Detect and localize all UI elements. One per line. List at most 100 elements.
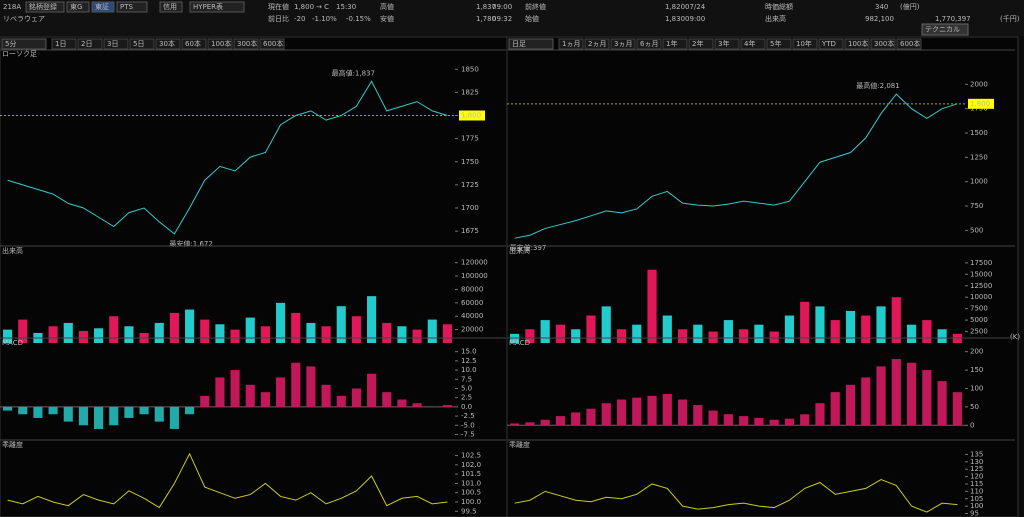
period[interactable]: 100本 <box>848 39 868 48</box>
period-button[interactable] <box>558 38 584 50</box>
volume-bar <box>442 324 452 343</box>
period-button[interactable] <box>233 38 259 50</box>
current-box <box>459 110 485 121</box>
period-button[interactable] <box>688 38 714 50</box>
macd-bar <box>754 417 764 426</box>
period-button[interactable] <box>870 38 896 50</box>
button[interactable] <box>25 1 65 13</box>
interval-select[interactable] <box>1 38 47 50</box>
macd-bar <box>769 419 779 426</box>
period-button[interactable] <box>818 38 844 50</box>
button[interactable] <box>159 1 183 13</box>
macd-bar <box>276 377 286 407</box>
period-button[interactable] <box>103 38 129 50</box>
interval[interactable]: 日足 <box>512 40 526 48</box>
volume-bar <box>861 315 871 343</box>
period-button[interactable] <box>77 38 103 50</box>
period-button[interactable] <box>129 38 155 50</box>
macd-bar <box>367 373 377 407</box>
macd-bar <box>800 414 810 426</box>
button-label[interactable]: 信用 <box>163 2 177 11</box>
period-button[interactable] <box>766 38 792 50</box>
tech-tab-label[interactable]: テクニカル <box>925 26 960 34</box>
macd-bar <box>510 423 520 426</box>
period-button[interactable] <box>155 38 181 50</box>
period[interactable]: 5年 <box>770 39 781 48</box>
button[interactable] <box>66 1 90 13</box>
quote-label: 前日比 <box>268 14 289 23</box>
tick-label: 50 <box>970 403 979 411</box>
period[interactable]: 1ヵ月 <box>562 40 580 48</box>
period[interactable]: 300本 <box>874 39 894 48</box>
period[interactable]: YTD <box>821 40 836 48</box>
button[interactable] <box>91 1 115 13</box>
period-button[interactable] <box>844 38 870 50</box>
button[interactable] <box>189 1 245 13</box>
quote-label: 出来高 <box>765 14 786 23</box>
button-label[interactable]: 銘柄登録 <box>29 2 57 11</box>
tick-label: 1725 <box>461 181 479 189</box>
period-button[interactable] <box>740 38 766 50</box>
low-label: 最安値:397 <box>510 243 547 252</box>
tick-label: 12.5 <box>461 357 477 365</box>
volume-bar <box>276 302 286 343</box>
quote-value: 1,770,397 <box>935 15 971 23</box>
volume-bar <box>754 324 764 343</box>
button-label[interactable]: 東証 <box>95 2 109 11</box>
button-label[interactable]: PTS <box>120 3 133 11</box>
period[interactable]: 100本 <box>211 39 231 48</box>
period-button[interactable] <box>181 38 207 50</box>
volume-bar <box>427 319 437 343</box>
button-label[interactable]: 東G <box>70 2 82 11</box>
pane-title: MACD <box>509 339 530 347</box>
macd-bar <box>18 406 28 415</box>
period[interactable]: 1年 <box>666 39 677 48</box>
current-label: 1,800 <box>970 100 990 108</box>
quote-value: 07/24 <box>685 3 706 11</box>
period-button[interactable] <box>636 38 662 50</box>
period[interactable]: 300本 <box>237 39 257 48</box>
button[interactable] <box>116 1 148 13</box>
volume-bar <box>586 315 596 343</box>
period[interactable]: 30本 <box>159 39 175 48</box>
period-button[interactable] <box>896 38 922 50</box>
period[interactable]: 2日 <box>81 40 92 48</box>
period-button[interactable] <box>51 38 77 50</box>
period-button[interactable] <box>584 38 610 50</box>
quote-label: 時価総額 <box>765 2 793 11</box>
chart-style: ローソク足 <box>2 50 37 58</box>
period-button[interactable] <box>207 38 233 50</box>
period[interactable]: 3ヵ月 <box>614 40 632 48</box>
period-button[interactable] <box>714 38 740 50</box>
period-button[interactable] <box>610 38 636 50</box>
period[interactable]: 600本 <box>263 39 283 48</box>
period-button[interactable] <box>259 38 285 50</box>
tech-tab[interactable] <box>921 23 969 36</box>
period[interactable]: 4年 <box>744 39 755 48</box>
tick-label: 100 <box>970 502 983 510</box>
period[interactable]: 1日 <box>55 40 66 48</box>
period[interactable]: 60本 <box>185 39 201 48</box>
period[interactable]: 10年 <box>796 39 812 48</box>
interval-select[interactable] <box>508 38 554 50</box>
quote-label: 始値 <box>525 14 539 23</box>
period-button[interactable] <box>792 38 818 50</box>
quote-value: 09:00 <box>685 15 705 23</box>
period[interactable]: 5日 <box>133 40 144 48</box>
period[interactable]: 600本 <box>900 39 920 48</box>
volume-bar <box>397 326 407 343</box>
period-button[interactable] <box>662 38 688 50</box>
quote-value: → C <box>316 3 329 11</box>
macd-bar <box>442 405 452 407</box>
tick-label: 1675 <box>461 227 479 235</box>
tick-label: 40000 <box>461 312 483 320</box>
period[interactable]: 3日 <box>107 40 118 48</box>
button-label[interactable]: HYPER表 <box>193 2 223 11</box>
interval[interactable]: 5分 <box>5 39 16 48</box>
period[interactable]: 2ヵ月 <box>588 40 606 48</box>
tick-label: 102.5 <box>461 452 481 460</box>
period[interactable]: 2年 <box>692 39 703 48</box>
tick-label: 5.0 <box>461 384 472 392</box>
period[interactable]: 3年 <box>718 39 729 48</box>
period[interactable]: 6ヵ月 <box>640 40 658 48</box>
